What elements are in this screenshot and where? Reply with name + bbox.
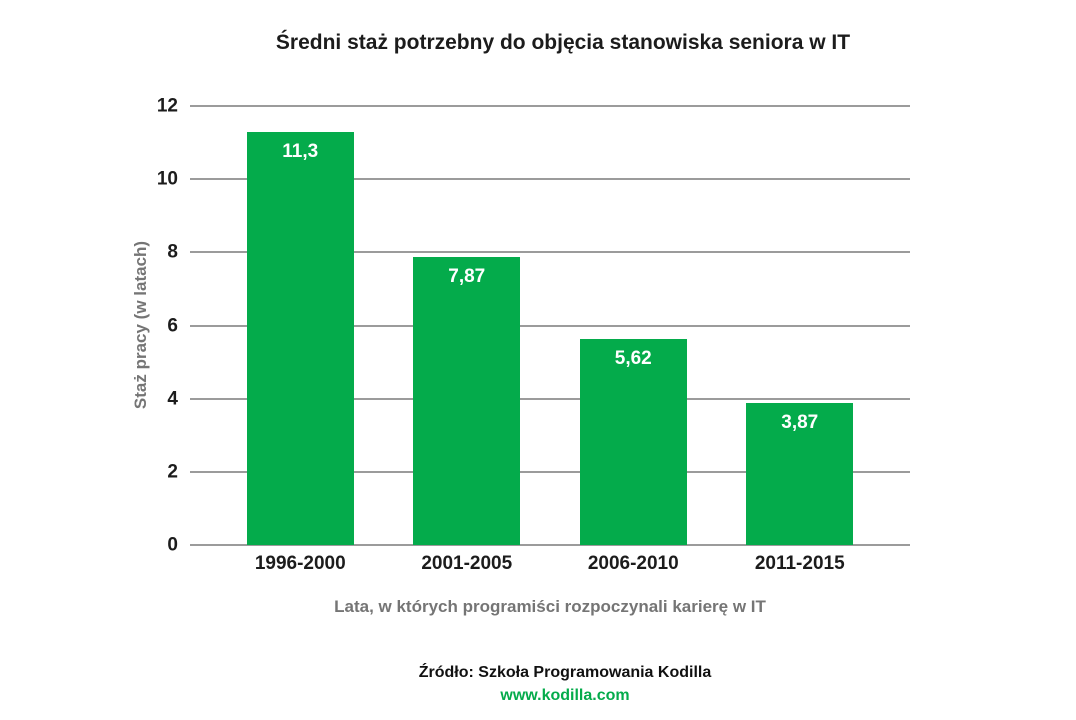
y-tick-label: 4 (167, 388, 178, 410)
bar-series: 11,3 7,87 5,62 3,87 (190, 106, 910, 545)
x-tick-label: 2001-2005 (421, 553, 513, 574)
bar-band: 3,87 (717, 106, 884, 545)
gridline (190, 105, 910, 107)
y-tick-label: 10 (156, 168, 178, 190)
x-tick-label: 2006-2010 (587, 553, 679, 574)
bar-2006-2010: 5,62 (579, 339, 687, 545)
chart-title: Średni staż potrzebny do objęcia stanowi… (275, 31, 851, 54)
gridline (190, 397, 910, 400)
x-tick-label: 1996-2000 (254, 553, 346, 574)
y-tick-label: 0 (167, 534, 178, 556)
bar-value-label: 5,62 (614, 348, 652, 370)
footer: Źródło: Szkoła Programowania Kodilla www… (65, 661, 1065, 707)
bar-band: 11,3 (217, 106, 384, 545)
x-axis-title: Lata, w których programiści rozpoczynali… (334, 597, 766, 616)
bar-2011-2015: 3,87 (746, 403, 854, 545)
bar-value-label: 3,87 (781, 412, 819, 434)
bar-1996-2000: 11,3 (246, 131, 354, 545)
y-axis-tick-labels: 0 2 4 6 8 10 12 (0, 97, 178, 555)
y-tick-label: 12 (156, 95, 178, 117)
x-tick-label: 2011-2015 (754, 553, 845, 574)
y-tick-label: 6 (167, 315, 178, 336)
gridline (190, 544, 910, 546)
plot-area: 11,3 7,87 5,62 3,87 (190, 105, 910, 546)
x-axis-tick-labels: 1996-2000 2001-2005 2006-2010 2011-2015 (190, 553, 910, 575)
bar-band: 7,87 (384, 106, 551, 545)
gridline (190, 251, 910, 254)
gridline (190, 470, 910, 473)
bar-value-label: 11,3 (282, 140, 319, 162)
gridline (190, 324, 910, 327)
source-url-link[interactable]: www.kodilla.com (500, 687, 630, 704)
gridlines (190, 105, 910, 546)
bar-2001-2005: 7,87 (413, 257, 521, 545)
gridline (190, 178, 910, 181)
source-text: Źródło: Szkoła Programowania Kodilla (418, 664, 712, 681)
bar-band: 5,62 (550, 106, 717, 545)
y-tick-label: 8 (167, 241, 178, 263)
bar-value-label: 7,87 (448, 266, 486, 288)
y-tick-label: 2 (167, 461, 178, 483)
